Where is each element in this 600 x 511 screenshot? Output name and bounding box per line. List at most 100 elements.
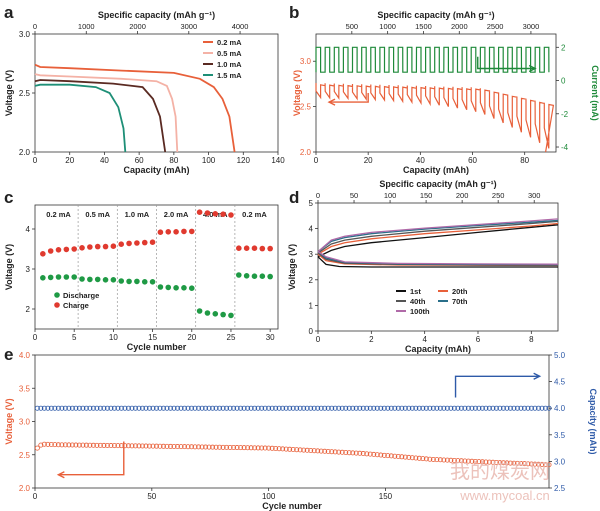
data-point-c-0	[102, 243, 109, 250]
panel-label-d: d	[289, 188, 299, 207]
voltage-point-e	[129, 443, 135, 449]
voltage-point-e	[76, 442, 82, 448]
x-tick-label-d: 2	[369, 335, 374, 344]
data-point-c-1	[188, 285, 195, 292]
x-tick-label-d: 4	[422, 335, 427, 344]
voltage-point-e	[146, 443, 152, 449]
legend-label-a: 0.2 mA	[217, 38, 242, 47]
capacity-point-e	[497, 405, 503, 411]
capacity-point-e	[500, 405, 506, 411]
voltage-point-e	[196, 444, 202, 450]
data-point-c-0	[157, 229, 164, 235]
x-tick-label-e: 50	[147, 492, 156, 501]
capacity-point-e	[504, 405, 510, 411]
voltage-point-e	[125, 443, 131, 449]
top-tick-label-d: 300	[528, 191, 541, 200]
voltage-point-e	[315, 448, 321, 454]
voltage-point-e	[507, 460, 513, 466]
voltage-point-e	[402, 454, 408, 460]
panel-label-b: b	[289, 3, 299, 22]
segment-label-c: 0.2 mA	[46, 210, 71, 219]
capacity-point-e	[45, 405, 51, 411]
voltage-point-e	[318, 448, 324, 454]
capacity-point-e	[220, 405, 226, 411]
voltage-point-e	[38, 442, 44, 448]
capacity-point-e	[34, 405, 40, 411]
voltage-point-e	[150, 443, 156, 449]
capacity-point-e	[493, 405, 499, 411]
data-point-c-0	[126, 240, 132, 247]
data-point-c-1	[267, 273, 273, 280]
voltage-point-e	[87, 442, 93, 448]
voltage-point-e	[139, 443, 145, 449]
y-tick-label-e: 3.0	[19, 418, 31, 427]
data-point-c-0	[228, 212, 234, 218]
capacity-point-e	[521, 405, 527, 411]
capacity-point-e	[227, 405, 233, 411]
voltage-point-e	[297, 447, 303, 453]
y2-tick-label-e: 2.5	[554, 484, 566, 493]
voltage-point-e	[423, 456, 429, 462]
voltage-point-e	[206, 444, 212, 450]
capacity-point-e	[73, 405, 79, 411]
data-point-c-1	[236, 272, 242, 278]
top-tick-label-b: 1500	[415, 22, 432, 31]
x-axis-label-d: Capacity (mAh)	[405, 344, 471, 354]
x-tick-label-b: 60	[468, 156, 477, 165]
capacity-point-e	[266, 405, 272, 411]
arrow-left-e	[58, 441, 125, 476]
capacity-point-e	[224, 405, 230, 411]
capacity-point-e	[273, 405, 279, 411]
segment-label-c: 0.5 mA	[85, 210, 110, 219]
voltage-point-e	[385, 453, 391, 459]
top-axis-label-b: Specific capacity (mAh g⁻¹)	[377, 10, 494, 20]
capacity-point-e	[83, 405, 89, 411]
x-tick-label-a: 100	[202, 156, 216, 165]
voltage-point-e	[153, 443, 159, 449]
voltage-point-e	[199, 444, 205, 450]
voltage-point-e	[168, 443, 174, 449]
top-tick-label-d: 250	[492, 191, 505, 200]
capacity-point-e	[308, 405, 314, 411]
data-point-c-1	[55, 274, 62, 280]
capacity-point-e	[511, 405, 517, 411]
legend-label-c: Discharge	[63, 291, 99, 300]
capacity-point-e	[150, 405, 156, 411]
capacity-point-e	[52, 405, 58, 411]
voltage-point-e	[83, 442, 89, 448]
charge-line-d-0	[317, 224, 559, 258]
capacity-point-e	[318, 405, 324, 411]
arrow-right-b	[477, 56, 536, 70]
capacity-point-e	[199, 405, 205, 411]
x-axis-label-a: Capacity (mAh)	[123, 165, 189, 175]
data-point-c-0	[71, 246, 77, 252]
capacity-point-e	[122, 405, 128, 411]
voltage-point-e	[157, 443, 163, 449]
capacity-point-e	[535, 405, 541, 411]
capacity-point-e	[175, 405, 181, 411]
x-tick-label-d: 8	[529, 335, 534, 344]
voltage-point-e	[406, 454, 412, 460]
charge-line-d-1	[317, 222, 559, 255]
capacity-point-e	[245, 405, 251, 411]
voltage-point-e	[220, 444, 226, 450]
capacity-point-e	[87, 405, 93, 411]
capacity-point-e	[437, 405, 443, 411]
capacity-point-e	[97, 405, 103, 411]
data-point-c-1	[141, 279, 148, 285]
capacity-point-e	[483, 405, 489, 411]
capacity-point-e	[118, 405, 124, 411]
voltage-point-e	[472, 458, 478, 464]
capacity-point-e	[343, 405, 349, 411]
voltage-point-e	[111, 443, 117, 449]
capacity-point-e	[146, 405, 152, 411]
voltage-point-e	[388, 453, 394, 459]
voltage-point-e	[73, 442, 79, 448]
voltage-point-e	[164, 443, 170, 449]
voltage-point-e	[364, 451, 370, 457]
capacity-point-e	[104, 405, 110, 411]
top-axis-label-a: Specific capacity (mAh g⁻¹)	[98, 10, 215, 20]
voltage-point-e	[48, 441, 54, 447]
capacity-point-e	[381, 405, 387, 411]
capacity-point-e	[416, 405, 422, 411]
